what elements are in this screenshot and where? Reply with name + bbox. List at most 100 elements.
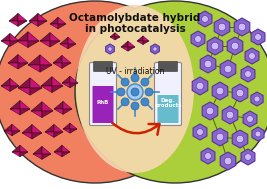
Polygon shape — [22, 125, 32, 133]
Polygon shape — [42, 154, 51, 159]
Polygon shape — [50, 41, 60, 47]
Circle shape — [224, 65, 232, 73]
Circle shape — [121, 78, 129, 86]
Circle shape — [145, 88, 153, 96]
Circle shape — [224, 157, 232, 165]
Circle shape — [204, 60, 212, 68]
Polygon shape — [29, 13, 38, 21]
Polygon shape — [31, 111, 42, 118]
Polygon shape — [128, 41, 135, 47]
Polygon shape — [18, 13, 27, 21]
Polygon shape — [63, 123, 70, 129]
Circle shape — [131, 74, 139, 82]
Polygon shape — [20, 152, 28, 157]
Polygon shape — [137, 36, 143, 41]
Circle shape — [131, 102, 139, 110]
Polygon shape — [8, 63, 18, 69]
Text: Octamolybdate hybrid: Octamolybdate hybrid — [69, 13, 201, 23]
Polygon shape — [12, 124, 20, 131]
Polygon shape — [227, 37, 243, 55]
Polygon shape — [28, 65, 40, 72]
Polygon shape — [9, 21, 18, 26]
Circle shape — [141, 98, 149, 106]
Polygon shape — [31, 102, 42, 111]
Polygon shape — [54, 132, 63, 137]
Circle shape — [196, 82, 204, 90]
Polygon shape — [121, 41, 128, 47]
Polygon shape — [30, 78, 42, 88]
Polygon shape — [54, 101, 63, 109]
Polygon shape — [60, 44, 68, 49]
Polygon shape — [143, 36, 149, 41]
Polygon shape — [1, 86, 10, 91]
Circle shape — [216, 133, 224, 141]
Polygon shape — [40, 33, 50, 41]
Polygon shape — [191, 31, 205, 47]
Polygon shape — [40, 65, 52, 72]
Ellipse shape — [0, 1, 195, 183]
Polygon shape — [18, 54, 28, 63]
Polygon shape — [17, 41, 28, 48]
Polygon shape — [45, 132, 54, 137]
Circle shape — [211, 42, 219, 50]
Polygon shape — [9, 13, 18, 21]
Polygon shape — [38, 13, 47, 21]
Polygon shape — [17, 32, 28, 41]
Polygon shape — [22, 133, 32, 139]
Polygon shape — [54, 145, 62, 152]
Polygon shape — [28, 32, 39, 41]
Polygon shape — [10, 86, 19, 91]
Polygon shape — [200, 55, 216, 73]
Polygon shape — [4, 124, 12, 131]
Circle shape — [216, 87, 224, 95]
Polygon shape — [63, 129, 70, 133]
Polygon shape — [207, 37, 223, 55]
Polygon shape — [62, 63, 71, 68]
Polygon shape — [12, 131, 20, 136]
FancyArrowPatch shape — [112, 123, 159, 135]
Polygon shape — [1, 41, 10, 46]
Circle shape — [141, 78, 149, 86]
FancyBboxPatch shape — [92, 86, 113, 123]
Circle shape — [249, 53, 255, 59]
Polygon shape — [53, 63, 62, 68]
Polygon shape — [53, 55, 62, 63]
Text: RhB: RhB — [97, 101, 109, 105]
Polygon shape — [58, 24, 66, 29]
Polygon shape — [243, 111, 257, 127]
Polygon shape — [33, 154, 42, 159]
FancyBboxPatch shape — [159, 61, 178, 71]
Polygon shape — [28, 41, 39, 48]
Polygon shape — [214, 18, 230, 36]
Polygon shape — [70, 83, 78, 88]
Polygon shape — [4, 131, 12, 136]
Ellipse shape — [76, 5, 194, 173]
Circle shape — [245, 154, 251, 160]
Polygon shape — [18, 88, 30, 95]
Polygon shape — [232, 130, 248, 148]
Polygon shape — [32, 133, 42, 139]
Circle shape — [127, 84, 143, 100]
Polygon shape — [128, 47, 135, 51]
Polygon shape — [68, 44, 76, 49]
Circle shape — [117, 88, 125, 96]
Polygon shape — [33, 146, 42, 154]
Circle shape — [131, 88, 139, 96]
Polygon shape — [40, 41, 50, 47]
Polygon shape — [70, 123, 77, 129]
Circle shape — [236, 89, 244, 97]
Polygon shape — [232, 84, 248, 102]
Polygon shape — [45, 124, 54, 132]
Polygon shape — [106, 44, 114, 54]
Polygon shape — [1, 78, 10, 86]
Polygon shape — [212, 128, 228, 146]
Polygon shape — [70, 129, 77, 133]
Polygon shape — [143, 41, 149, 45]
Polygon shape — [18, 78, 30, 88]
Circle shape — [202, 16, 208, 22]
Polygon shape — [151, 44, 159, 54]
Circle shape — [247, 116, 253, 122]
Polygon shape — [241, 149, 255, 165]
Circle shape — [226, 111, 234, 119]
Polygon shape — [251, 29, 265, 45]
